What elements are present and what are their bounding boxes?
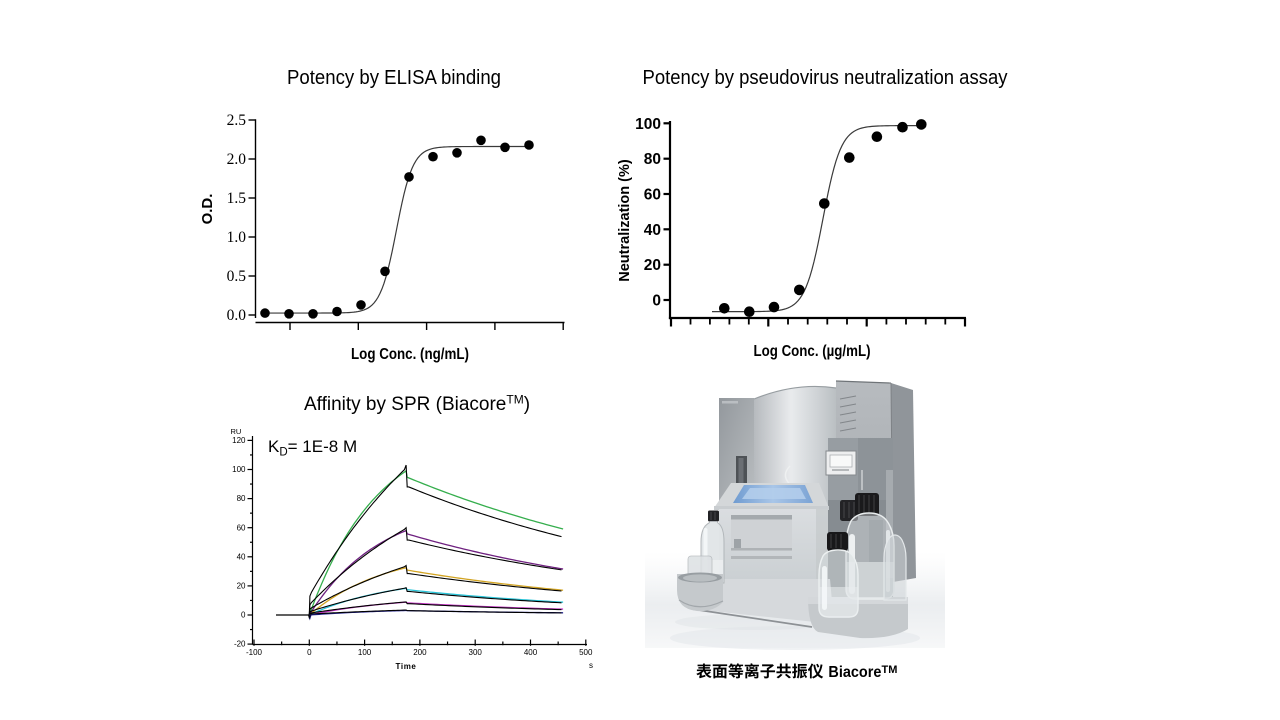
svg-text:100: 100 — [232, 465, 246, 474]
svg-text:Biacore: Biacore — [828, 664, 881, 681]
svg-text:100: 100 — [358, 648, 372, 657]
svg-text:Time: Time — [396, 662, 417, 671]
svg-text:TM: TM — [882, 664, 898, 676]
svg-text:40: 40 — [237, 552, 246, 561]
svg-text:120: 120 — [232, 436, 246, 445]
svg-text:0: 0 — [307, 648, 312, 657]
svg-text:1.0: 1.0 — [227, 229, 247, 246]
svg-text:0: 0 — [652, 293, 661, 310]
svg-text:-20: -20 — [234, 640, 246, 649]
svg-text:300: 300 — [469, 648, 483, 657]
svg-text:Potency by ELISA binding: Potency by ELISA binding — [287, 67, 501, 89]
svg-text:2.0: 2.0 — [227, 151, 247, 168]
svg-text:1.5: 1.5 — [227, 190, 247, 207]
svg-text:0: 0 — [241, 611, 246, 620]
svg-text:20: 20 — [644, 257, 661, 274]
svg-text:60: 60 — [237, 523, 246, 532]
svg-text:RU: RU — [231, 427, 242, 436]
svg-text:O.D.: O.D. — [199, 194, 216, 225]
svg-text:40: 40 — [644, 222, 661, 239]
svg-text:60: 60 — [644, 187, 661, 204]
svg-text:400: 400 — [524, 648, 538, 657]
svg-text:Log Conc. (µg/mL): Log Conc. (µg/mL) — [754, 343, 871, 360]
svg-text:20: 20 — [237, 582, 246, 591]
svg-text:500: 500 — [579, 648, 593, 657]
svg-text:Affinity by SPR (BiacoreTM): Affinity by SPR (BiacoreTM) — [304, 393, 530, 416]
svg-text:0.5: 0.5 — [227, 268, 247, 285]
svg-text:Potency by pseudovirus neutral: Potency by pseudovirus neutralization as… — [643, 67, 1008, 89]
svg-text:s: s — [589, 661, 593, 670]
svg-text:2.5: 2.5 — [227, 112, 247, 129]
svg-text:-100: -100 — [246, 648, 263, 657]
svg-text:KD= 1E-8 M: KD= 1E-8 M — [268, 437, 357, 459]
svg-text:200: 200 — [413, 648, 427, 657]
svg-text:Neutralization (%): Neutralization (%) — [617, 159, 633, 282]
svg-text:Log Conc. (ng/mL): Log Conc. (ng/mL) — [351, 346, 469, 363]
svg-text:0.0: 0.0 — [227, 307, 247, 324]
svg-text:100: 100 — [635, 116, 661, 133]
svg-text:80: 80 — [237, 494, 246, 503]
svg-text:80: 80 — [644, 151, 661, 168]
